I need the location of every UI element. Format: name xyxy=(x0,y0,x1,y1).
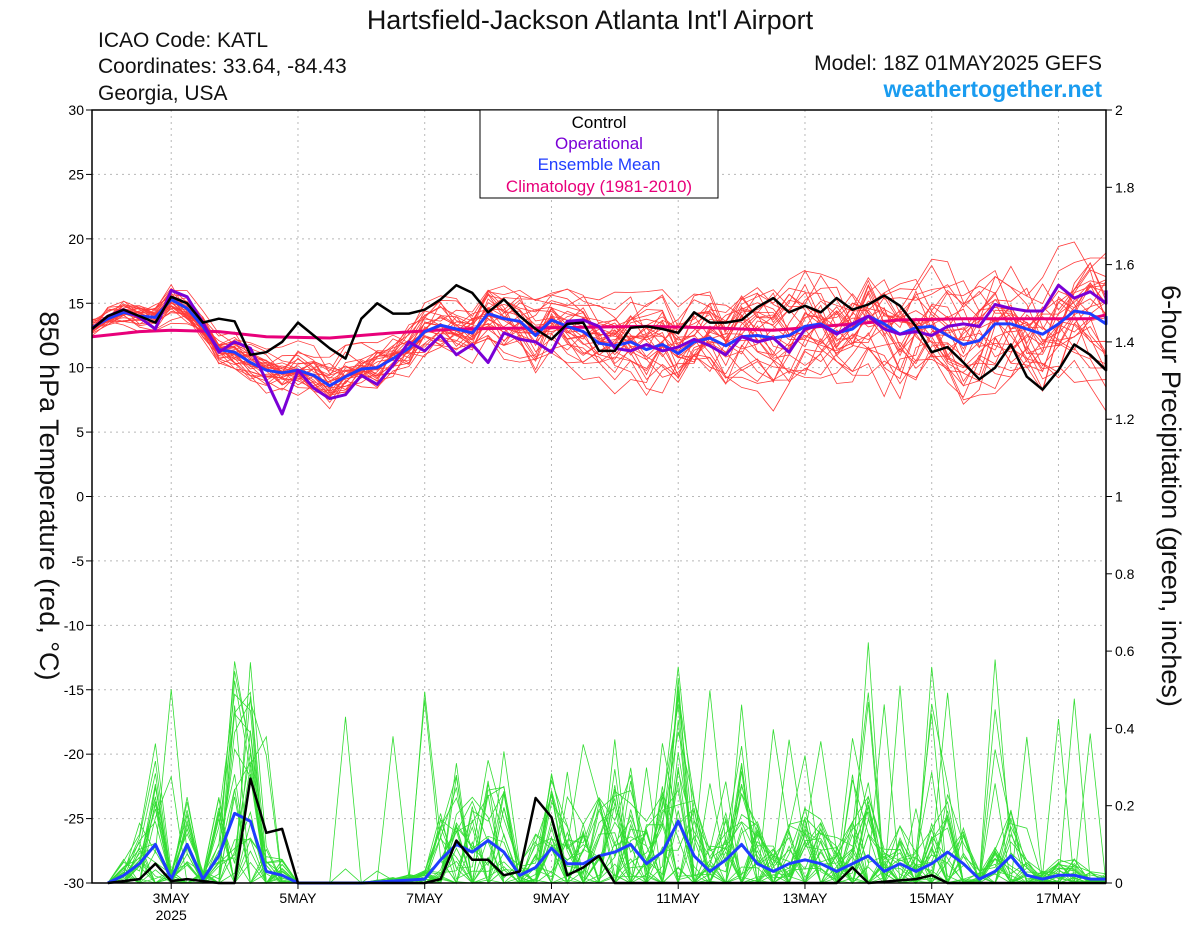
temp-control-line xyxy=(91,283,1108,391)
precip-member-line xyxy=(107,698,1107,885)
right-tick-label: 2 xyxy=(1115,102,1123,118)
temp-member-line xyxy=(91,280,1107,397)
site-link[interactable]: weathertogether.net xyxy=(882,76,1102,102)
legend-box xyxy=(479,109,719,199)
right-tick-label: 1.2 xyxy=(1115,411,1135,427)
left-tick-label: 10 xyxy=(68,360,84,376)
left-tick-label: -20 xyxy=(64,746,84,762)
temp-member-line xyxy=(91,241,1107,394)
right-tick-label: 0.4 xyxy=(1115,720,1135,736)
left-tick-label: 20 xyxy=(68,231,84,247)
precip-ensemble-mean-line xyxy=(107,811,1106,885)
coordinates: Coordinates: 33.64, -84.43 xyxy=(98,55,347,78)
region: Georgia, USA xyxy=(98,82,228,105)
temp-member-line xyxy=(91,269,1107,388)
legend: Control Operational Ensemble Mean Climat… xyxy=(479,109,719,199)
chart-title: Hartsfield-Jackson Atlanta Int'l Airport xyxy=(367,5,814,35)
x-tick-label: 11MAY xyxy=(656,890,700,906)
right-axis-title: 6-hour Precipitation (green, inches) xyxy=(1156,285,1186,707)
x-tick-label: 5MAY xyxy=(279,890,317,906)
left-tick-label: -5 xyxy=(72,553,85,569)
legend-climatology: Climatology (1981-2010) xyxy=(506,177,692,196)
left-tick-label: 5 xyxy=(76,424,84,440)
left-axis: 30 25 20 15 10 5 0 -5 -10 -15 -20 -25 -30 xyxy=(64,102,92,891)
x-tick-label: 13MAY xyxy=(783,890,829,906)
right-tick-label: 0.8 xyxy=(1115,566,1135,582)
left-axis-title: 850 hPa Temperature (red, °C) xyxy=(34,312,64,681)
left-tick-label: -15 xyxy=(64,682,84,698)
left-tick-label: -30 xyxy=(64,875,84,891)
temp-ensemble-mean-line xyxy=(91,297,1108,388)
main-series xyxy=(91,283,1108,885)
precip-member-line xyxy=(107,704,1107,885)
right-tick-label: 1 xyxy=(1115,489,1123,505)
legend-ensemble-mean: Ensemble Mean xyxy=(538,155,661,174)
x-tick-label: 9MAY xyxy=(533,890,571,906)
precip-member-line xyxy=(107,713,1107,885)
temp-member-line xyxy=(91,257,1107,398)
left-tick-label: 25 xyxy=(68,166,84,182)
icao-code: ICAO Code: KATL xyxy=(98,29,268,52)
temp-member-line xyxy=(91,247,1107,398)
left-tick-label: 0 xyxy=(76,489,84,505)
temp-ensemble-members xyxy=(91,241,1107,417)
left-tick-label: -10 xyxy=(64,617,84,633)
left-tick-label: -25 xyxy=(64,811,84,827)
temp-operational-line xyxy=(91,283,1108,416)
x-tick-label: 15MAY xyxy=(909,890,955,906)
right-tick-label: 1.6 xyxy=(1115,257,1135,273)
right-tick-label: 0.2 xyxy=(1115,798,1135,814)
x-tick-label: 7MAY xyxy=(406,890,444,906)
precip-member-line xyxy=(107,771,1107,885)
right-tick-label: 1.4 xyxy=(1115,334,1135,350)
legend-control: Control xyxy=(572,113,627,132)
left-tick-label: 30 xyxy=(68,102,84,118)
right-tick-label: 1.8 xyxy=(1115,179,1135,195)
model-run: Model: 18Z 01MAY2025 GEFS xyxy=(814,52,1102,75)
left-tick-label: 15 xyxy=(68,295,84,311)
right-tick-label: 0.6 xyxy=(1115,643,1135,659)
right-tick-label: 0 xyxy=(1115,875,1123,891)
x-tick-year: 2025 xyxy=(156,907,187,923)
precip-member-line xyxy=(107,692,1107,885)
legend-operational: Operational xyxy=(555,134,643,153)
temp-member-line xyxy=(91,274,1107,399)
x-tick-label: 17MAY xyxy=(1036,890,1082,906)
right-axis: 2 1.8 1.6 1.4 1.2 1 0.8 0.6 0.4 0.2 0 xyxy=(1106,102,1135,891)
x-tick-label: 3MAY xyxy=(153,890,191,906)
precip-member-line xyxy=(107,774,1107,885)
temp-member-line xyxy=(91,284,1107,385)
precip-control-line xyxy=(107,777,1106,885)
